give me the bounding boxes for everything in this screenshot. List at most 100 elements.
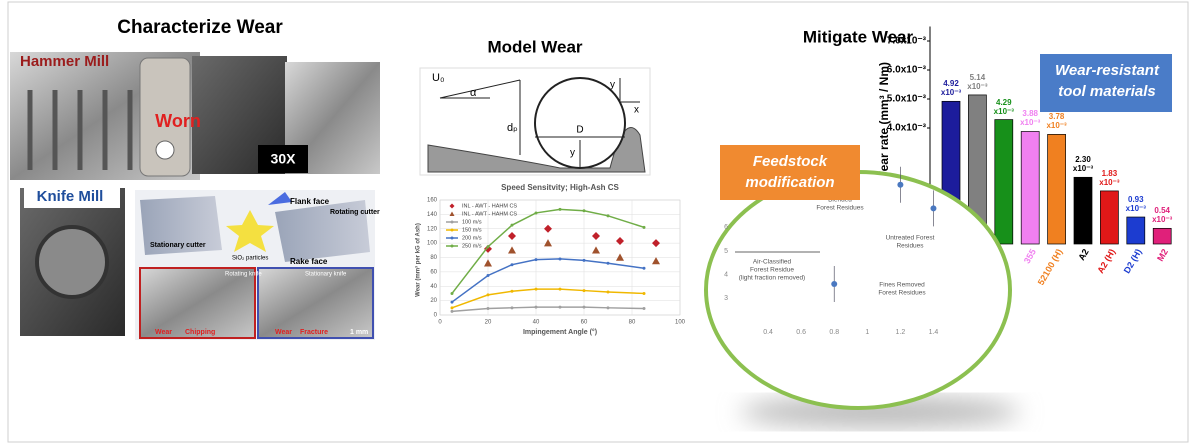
caption: Chipping xyxy=(185,329,215,336)
y-axis-label: Wear (mm³ per kG of Ash) xyxy=(415,223,422,297)
value-label: 0.54 x10⁻³ xyxy=(1145,206,1179,224)
label: Worn xyxy=(155,111,201,131)
legend-label: 100 m/s xyxy=(462,219,482,225)
y-tick-label: 20 xyxy=(430,298,437,304)
marker xyxy=(535,306,538,309)
marker xyxy=(451,310,454,313)
marker xyxy=(535,288,538,291)
value-label: 5.14 x10⁻³ xyxy=(960,73,994,91)
marker xyxy=(487,274,490,277)
x-tick-label: 0 xyxy=(438,320,442,326)
marker xyxy=(451,306,454,309)
magnification: 30X xyxy=(271,151,297,167)
marker xyxy=(583,289,586,292)
marker xyxy=(451,245,454,248)
y-tick-label: 40 xyxy=(430,284,437,290)
value-label: 3.78 x10⁻³ xyxy=(1040,112,1074,130)
x-tick-label: 1.4 xyxy=(929,329,939,336)
label: α xyxy=(470,87,477,99)
hammer-hole xyxy=(156,141,174,159)
marker xyxy=(511,263,514,266)
label: x xyxy=(634,105,639,116)
slide: Characterize Wear 30X Hammer Mill Worn K… xyxy=(0,0,1196,444)
x-tick-label: 0.6 xyxy=(796,329,806,336)
chart-title: Speed Sensitvity; High-Ash CS xyxy=(501,183,619,192)
point xyxy=(930,205,936,211)
marker xyxy=(451,301,454,304)
bar xyxy=(1153,228,1171,244)
label: dₚ xyxy=(507,122,518,134)
marker xyxy=(451,237,454,240)
legend-label: 150 m/s xyxy=(462,227,482,233)
label: Knife Mill xyxy=(37,188,104,205)
marker xyxy=(583,259,586,262)
y-tick-label: 3 xyxy=(724,295,728,302)
marker xyxy=(559,208,562,211)
marker xyxy=(487,307,490,310)
annotation: Forest Residue xyxy=(750,267,794,274)
caption: 1 mm xyxy=(350,329,368,336)
x-tick-label: M2 xyxy=(1155,247,1170,263)
legend-label: INL - AWT - HAHM CS xyxy=(462,211,517,217)
y-tick-label: 6.0x10⁻³ xyxy=(887,65,927,76)
x-tick-label: 80 xyxy=(629,320,636,326)
marker xyxy=(511,306,514,309)
marker xyxy=(511,224,514,227)
value-label: 1.83 x10⁻³ xyxy=(1092,169,1126,187)
x-tick-label: 0.8 xyxy=(829,329,839,336)
y-tick-label: 60 xyxy=(430,269,437,275)
marker xyxy=(583,209,586,212)
bar xyxy=(1021,131,1039,244)
marker xyxy=(511,290,514,293)
x-tick-label: 0.4 xyxy=(763,329,773,336)
point xyxy=(897,182,903,188)
bar xyxy=(1048,134,1066,244)
annotation: Residues xyxy=(896,243,924,250)
x-tick-label: 1.2 xyxy=(896,329,906,336)
label: y xyxy=(610,80,615,91)
annotation: Forest Residues xyxy=(816,205,864,212)
y-tick-label: 80 xyxy=(430,255,437,261)
y-tick-label: 5.0x10⁻³ xyxy=(887,94,927,105)
x-tick-label: 1 xyxy=(865,329,869,336)
label: Stationary cutter xyxy=(150,242,206,249)
marker xyxy=(487,293,490,296)
x-axis-label: Impingement Angle (°) xyxy=(523,328,597,336)
caption: Wear xyxy=(155,329,172,336)
label: U₀ xyxy=(432,72,445,84)
x-tick-label: D2 (H) xyxy=(1122,247,1144,275)
label: Stationary knife xyxy=(305,272,347,278)
y-tick-label: 7.0x10⁻³ xyxy=(887,36,927,47)
marker xyxy=(487,245,490,248)
legend-label: 200 m/s xyxy=(462,235,482,241)
legend-label: INL - AWT - HAHM CS xyxy=(462,203,517,209)
y-tick-label: 120 xyxy=(427,226,438,232)
x-tick-label: 100 xyxy=(675,320,686,326)
label: D xyxy=(576,125,583,136)
marker xyxy=(643,226,646,229)
marker xyxy=(607,262,610,265)
label: Rake face xyxy=(290,257,328,266)
marker xyxy=(559,288,562,291)
label: Flank face xyxy=(290,197,330,206)
marker xyxy=(607,306,610,309)
marker xyxy=(559,257,562,260)
y-tick-label: 4 xyxy=(724,271,728,278)
x-tick-label: 60 xyxy=(581,320,588,326)
marker xyxy=(559,306,562,309)
callout: Wear-resistant tool materials xyxy=(1048,60,1166,102)
page: Characterize Wear 30X Hammer Mill Worn K… xyxy=(0,0,1196,444)
y-tick-label: 4.0x10⁻³ xyxy=(887,123,927,134)
y-tick-label: 100 xyxy=(427,241,438,247)
x-tick-label: 20 xyxy=(485,320,492,326)
section-title: Model Wear xyxy=(487,37,582,56)
y-tick-label: 5 xyxy=(724,248,728,255)
marker xyxy=(607,214,610,217)
micrograph xyxy=(258,268,373,338)
marker xyxy=(451,292,454,295)
marker xyxy=(643,267,646,270)
annotation: Air-Classified xyxy=(753,259,792,266)
legend-label: 250 m/s xyxy=(462,243,482,249)
section-title: Characterize Wear xyxy=(117,17,283,38)
bar xyxy=(1127,217,1145,244)
